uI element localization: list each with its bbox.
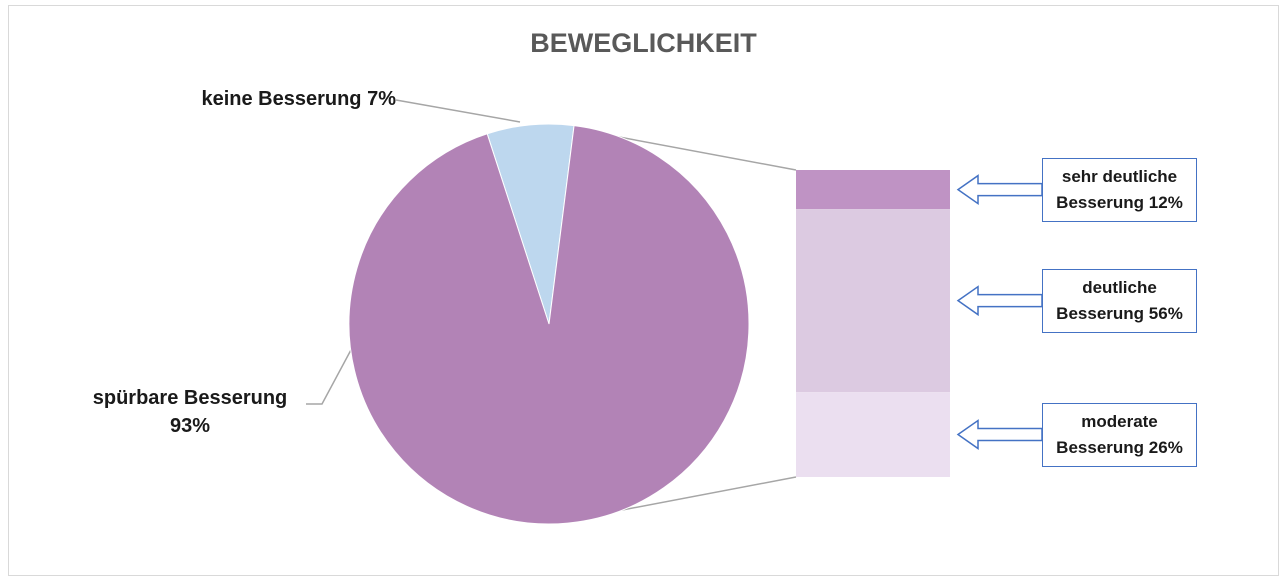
callout-arrow [956,419,1043,450]
bar-segment [796,170,950,210]
callout-arrow [956,174,1043,206]
category: keine Besserung [201,88,362,110]
category: sehr deutliche Besserung [1056,166,1178,212]
pie-label: keine Besserung 7% [100,85,396,113]
bar-segment [796,392,950,477]
value-label: 93% [169,415,211,437]
callout-text: moderate Besserung 26% [1050,409,1190,461]
pie-slice [348,125,750,525]
callout-box: sehr deutliche Besserung 12% [1042,157,1197,222]
callout-text: deutliche Besserung 56% [1050,275,1190,327]
leader-line [306,347,353,405]
callout-arrow [956,285,1043,317]
category: spürbare Besserung [92,387,288,409]
callout-text: sehr deutliche Besserung 12% [1050,164,1190,216]
pie-label: spürbare Besserung 93% [60,384,320,440]
value-label: 26% [1148,437,1183,457]
value-label: 56% [1148,303,1183,323]
chart-frame [8,5,1279,576]
value-label: 12% [1148,192,1183,212]
value-label: 7% [367,88,396,110]
callout-box: moderate Besserung 26% [1042,402,1197,467]
category: moderate Besserung [1056,411,1158,457]
chart-title: BEWEGLICHKEIT [530,28,757,58]
category: deutliche Besserung [1056,277,1157,323]
connector [595,476,797,516]
leader-line [395,99,521,123]
bar-segment [796,209,950,393]
callout-box: deutliche Besserung 56% [1042,268,1197,333]
